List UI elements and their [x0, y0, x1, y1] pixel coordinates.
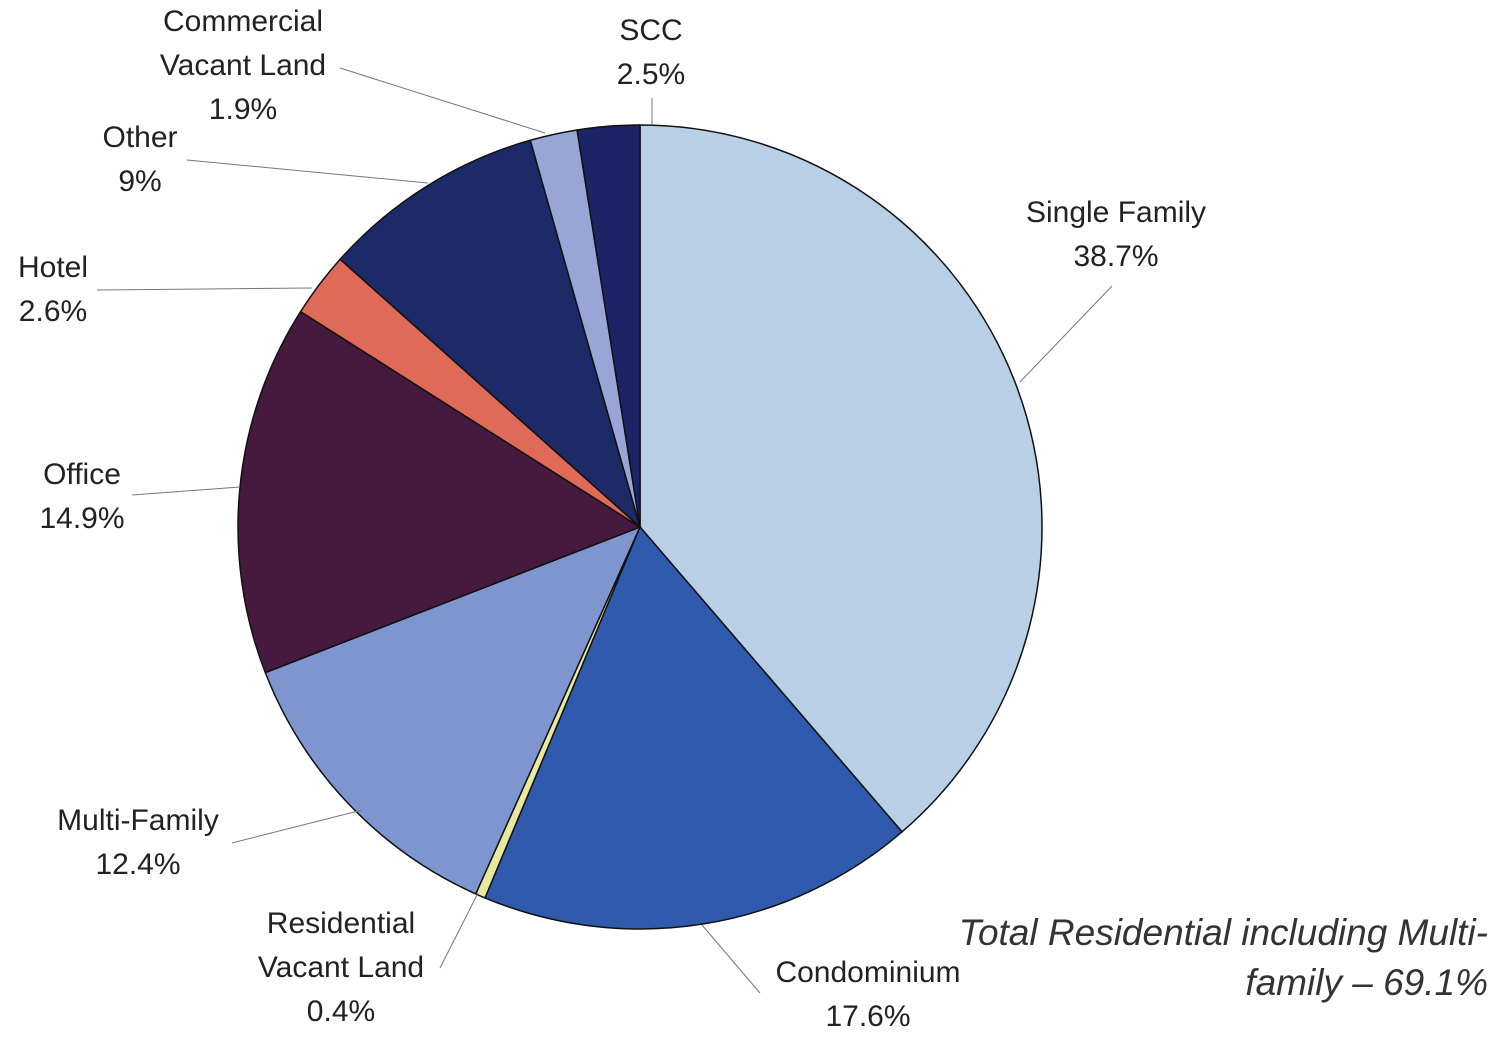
pie-slice: [264, 525, 642, 895]
value-label: 14.9%: [39, 502, 125, 535]
slice-label: Condominium 17.6%: [738, 951, 998, 1039]
category-label: Other: [102, 121, 178, 154]
value-label: 38.7%: [1073, 240, 1159, 273]
leader-line: [1019, 285, 1113, 383]
slice-label: Other 9%: [60, 116, 220, 204]
pie-slice: [639, 124, 1043, 833]
category-label: Condominium: [775, 956, 961, 989]
leader-line: [339, 67, 546, 134]
pie-slice: [576, 124, 641, 528]
category-label: Commercial Vacant Land: [159, 5, 327, 82]
leader-line: [701, 924, 761, 994]
slice-label: Residential Vacant Land 0.4%: [236, 902, 446, 1034]
pie-slice: [339, 139, 642, 530]
value-label: 0.4%: [306, 995, 376, 1028]
category-label: Office: [43, 458, 121, 491]
value-label: 1.9%: [208, 93, 278, 126]
leader-line: [231, 809, 363, 844]
slice-label: Multi-Family 12.4%: [8, 799, 268, 887]
value-label: 17.6%: [825, 1000, 911, 1033]
category-label: SCC: [619, 14, 683, 47]
pie-slice: [237, 310, 642, 674]
value-label: 2.6%: [18, 295, 88, 328]
slice-label: Office 14.9%: [0, 453, 182, 541]
pie-slice: [484, 525, 904, 930]
category-label: Single Family: [1025, 196, 1207, 229]
leader-line: [439, 892, 479, 969]
annotation: Total Residential including Multi-family…: [958, 912, 1488, 1003]
value-label: 9%: [118, 165, 162, 198]
category-label: Hotel: [17, 251, 89, 284]
category-label: Residential Vacant Land: [257, 907, 425, 984]
category-label: Multi-Family: [57, 804, 219, 837]
leader-line: [131, 486, 241, 496]
slice-label: Hotel 2.6%: [0, 246, 133, 334]
value-label: 2.5%: [616, 58, 686, 91]
slice-label: Single Family 38.7%: [986, 191, 1246, 279]
leader-line: [186, 159, 429, 184]
leader-line: [96, 287, 313, 291]
slice-label: Commercial Vacant Land 1.9%: [133, 0, 353, 132]
slice-label: SCC 2.5%: [571, 9, 731, 97]
value-label: 12.4%: [95, 848, 181, 881]
